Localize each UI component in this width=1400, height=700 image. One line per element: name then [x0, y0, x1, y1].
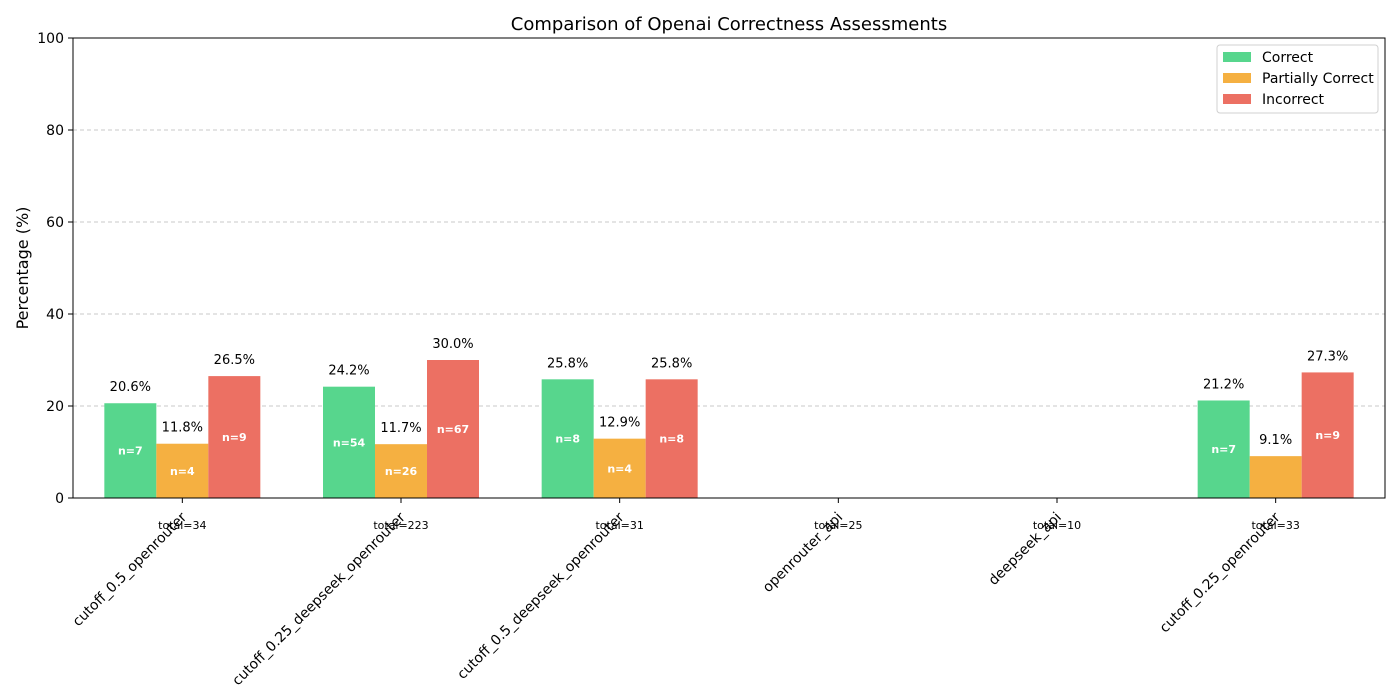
- bar-correct: [1197, 400, 1250, 498]
- bar-partially-correct: [156, 443, 209, 498]
- legend-label: Correct: [1262, 50, 1314, 66]
- bar-incorrect: [208, 376, 261, 498]
- y-tick-label: 60: [46, 215, 64, 231]
- y-tick-label: 40: [46, 307, 64, 323]
- value-label: 21.2%: [1203, 377, 1244, 392]
- value-label: 12.9%: [599, 416, 640, 431]
- x-tick-label: cutoff_0.5_openrouter: [70, 509, 191, 630]
- count-label: n=9: [1315, 429, 1340, 442]
- value-label: 25.8%: [651, 356, 692, 371]
- plot-frame: [72, 37, 1386, 499]
- y-tick-label: 80: [46, 123, 64, 139]
- count-label: n=67: [437, 423, 469, 436]
- value-label: 27.3%: [1307, 349, 1348, 364]
- bar-incorrect: [645, 379, 698, 498]
- y-tick-label: 0: [55, 491, 64, 507]
- value-label: 30.0%: [432, 337, 473, 352]
- grid-lines: [73, 129, 1385, 407]
- count-label: n=7: [118, 445, 143, 458]
- chart-title: Comparison of Openai Correctness Assessm…: [511, 14, 947, 35]
- count-label: n=8: [659, 433, 684, 446]
- bar-incorrect: [1301, 372, 1354, 498]
- legend-swatch: [1223, 94, 1251, 104]
- y-tick-label: 20: [46, 399, 64, 415]
- legend: Correct Partially Correct Incorrect: [1216, 44, 1379, 114]
- value-label: 20.6%: [110, 380, 151, 395]
- value-label: 26.5%: [214, 353, 255, 368]
- x-tick-label: deepseek_api: [986, 510, 1065, 589]
- legend-box: [1216, 44, 1379, 114]
- bars-layer: [104, 360, 1354, 498]
- count-label: n=9: [222, 431, 247, 444]
- count-label: n=8: [555, 433, 580, 446]
- bar-incorrect: [427, 360, 479, 498]
- bar-partially-correct: [1249, 456, 1302, 498]
- total-label: total=31: [595, 519, 643, 532]
- bar-partially-correct: [593, 438, 646, 498]
- count-label: n=54: [333, 436, 366, 449]
- value-label: 11.7%: [380, 421, 421, 436]
- y-tick-label: 100: [37, 31, 64, 47]
- count-label: n=26: [385, 465, 418, 478]
- value-label: 24.2%: [328, 364, 369, 379]
- legend-label: Partially Correct: [1262, 71, 1374, 87]
- legend-swatch: [1223, 73, 1251, 83]
- x-tick-label: openrouter_api: [760, 510, 846, 596]
- bar-correct: [104, 403, 157, 498]
- y-axis-label: Percentage (%): [13, 207, 32, 330]
- bar-partially-correct: [375, 444, 427, 498]
- total-label: total=223: [373, 519, 428, 532]
- count-label: n=7: [1211, 443, 1236, 456]
- value-label: 11.8%: [162, 421, 203, 436]
- total-label: total=34: [158, 519, 206, 532]
- legend-swatch: [1223, 52, 1251, 62]
- total-label: total=25: [814, 519, 862, 532]
- x-tick-label: cutoff_0.25_deepseek_openrouter: [229, 509, 409, 689]
- count-label: n=4: [170, 465, 195, 478]
- x-tick-label: cutoff_0.25_openrouter: [1157, 509, 1284, 636]
- total-label: total=10: [1033, 519, 1081, 532]
- x-tick-label: cutoff_0.5_deepseek_openrouter: [454, 509, 627, 682]
- total-label: total=33: [1251, 519, 1299, 532]
- value-label: 25.8%: [547, 356, 588, 371]
- legend-label: Incorrect: [1262, 92, 1325, 108]
- count-label: n=4: [607, 462, 632, 475]
- value-label: 9.1%: [1259, 433, 1292, 448]
- bar-correct: [541, 379, 594, 498]
- labels-layer: total=34 20.6% n=7 11.8% n=4 26.5% n=9 total=22…: [110, 337, 1349, 532]
- bar-correct: [323, 386, 375, 498]
